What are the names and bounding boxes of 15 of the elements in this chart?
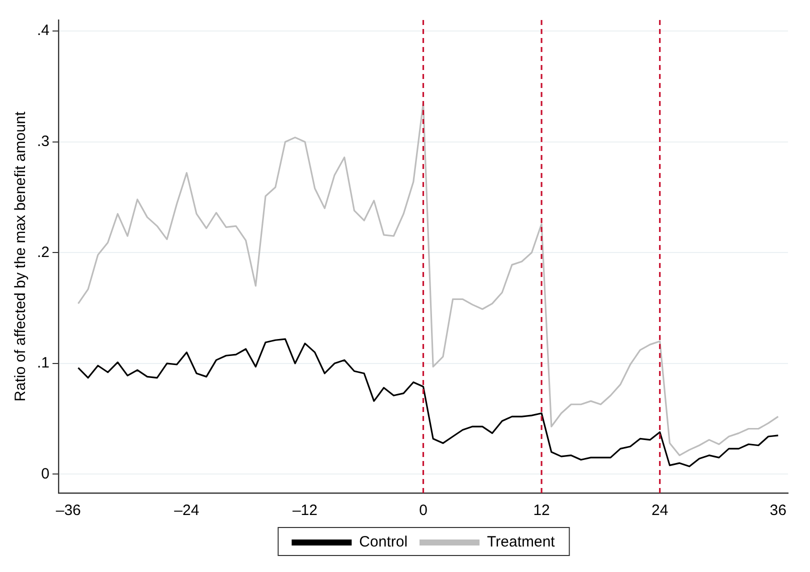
y-tick-label: .2 bbox=[36, 244, 50, 261]
x-tick-label: –24 bbox=[174, 502, 200, 520]
x-tick-label: –12 bbox=[292, 502, 318, 520]
y-axis-title: Ratio of affected by the max benefit amount bbox=[12, 110, 30, 402]
y-tick-label: 0 bbox=[41, 465, 50, 482]
legend-label: Treatment bbox=[487, 534, 556, 551]
x-tick-label: 36 bbox=[770, 502, 786, 520]
x-tick-label: –36 bbox=[56, 502, 81, 520]
y-tick-label: .4 bbox=[36, 22, 50, 40]
x-tick-label: 12 bbox=[533, 502, 550, 520]
y-tick-label: .1 bbox=[36, 354, 50, 372]
x-tick-label: 24 bbox=[652, 502, 668, 520]
y-tick-label: .3 bbox=[36, 132, 50, 150]
legend-label: Control bbox=[359, 534, 408, 551]
x-tick-label: 0 bbox=[419, 502, 428, 520]
